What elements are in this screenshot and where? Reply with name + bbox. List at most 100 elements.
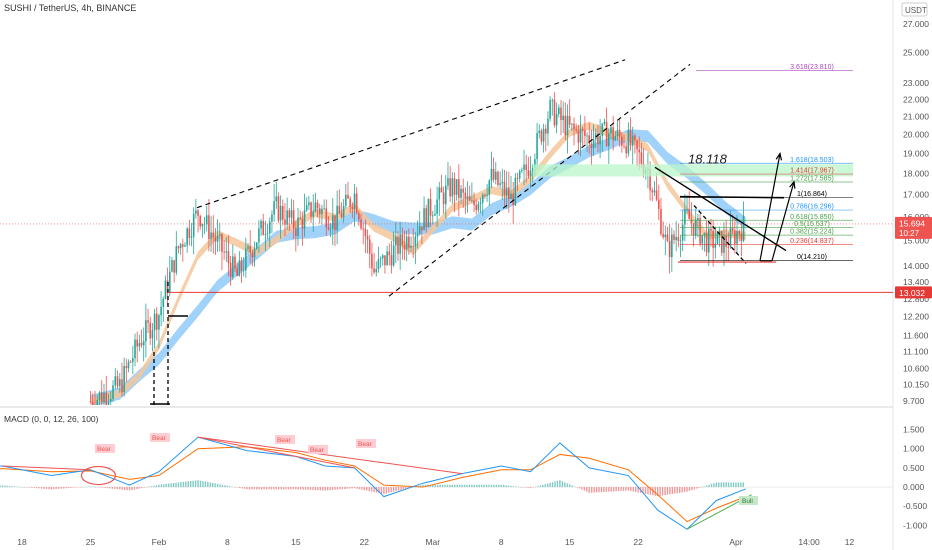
histogram-bar [657,487,659,497]
histogram-bar [77,487,79,488]
candle-body [314,202,317,212]
histogram-bar [128,487,131,491]
candle-body [403,244,406,250]
histogram-bar [593,487,595,493]
histogram-bar [109,487,111,489]
candle-body [499,183,501,185]
candle-body [638,149,641,153]
histogram-bar [666,487,669,495]
histogram-bar [468,484,471,488]
candle-body [214,237,217,242]
candle-body [616,130,619,137]
candle-body [371,253,373,269]
candle-body [299,217,301,219]
time-tick-label: 8 [499,537,504,547]
candle-body [292,210,295,229]
candle-body [481,194,484,203]
candle-body [740,233,743,241]
histogram-bar [214,483,216,488]
candle-body [536,133,538,160]
histogram-bar [600,487,603,493]
histogram-bar [172,483,175,488]
histogram-bar [38,487,40,489]
candle-body [349,198,351,207]
currency-button[interactable]: USDT [901,2,928,17]
histogram-bar [686,487,688,492]
candle-body [714,243,717,248]
candle-body [405,236,408,250]
histogram-bar [114,487,116,489]
candle-body [571,123,573,125]
histogram-bar [395,487,397,492]
time-tick-label: Apr [729,537,742,547]
histogram-bar [300,487,302,490]
currency-button-bg[interactable] [901,2,928,17]
candle-body [699,218,701,244]
macd-tick-label: 0.500 [903,463,925,473]
histogram-bar [231,486,233,488]
candle-body [262,220,265,235]
histogram-bar [478,484,480,488]
candle-body [601,123,604,136]
histogram-bar [9,486,11,488]
candle-body [497,171,499,185]
candle-body [188,228,191,238]
histogram-bar [683,487,686,493]
histogram-bar [727,482,730,488]
candle-body [149,322,152,339]
histogram-bar [72,487,75,488]
candle-body [273,201,275,215]
histogram-bar [268,487,270,490]
histogram-bar [510,485,512,488]
histogram-bar [60,487,62,489]
candle-body [629,130,632,146]
histogram-bar [26,487,28,488]
macd-histogram [0,480,744,497]
histogram-bar [224,485,226,488]
candle-body [197,210,199,216]
candle-body [351,206,354,209]
candle-body [221,234,223,252]
histogram-bar [346,487,348,489]
candle-body [177,246,180,249]
candle-body [345,194,347,206]
histogram-bar [190,481,192,488]
candle-body [199,215,202,227]
candle-body [100,392,103,403]
histogram-bar [219,484,221,488]
candle-body [718,231,721,234]
wedge-upper-line [196,59,626,209]
candle-body [671,234,673,258]
histogram-bar [527,487,529,488]
price-tick-label: 18.000 [903,168,929,178]
candle-body [445,185,447,205]
histogram-bar [356,487,358,489]
histogram-bar [260,487,263,490]
histogram-bar [309,487,312,490]
histogram-bar [718,482,720,488]
histogram-bar [341,487,343,490]
target-value-label: 18.118 [688,151,728,166]
histogram-bar [185,481,187,488]
candle-body [453,178,456,195]
price-tick-label: 17.000 [903,189,929,199]
candle-body [553,99,556,126]
candle-body [353,193,356,209]
histogram-bar [209,482,211,488]
bear-divergence-line [197,436,355,469]
bear-label-bg [356,439,376,448]
histogram-bar [226,485,229,488]
candle-body [216,235,219,242]
histogram-bar [696,487,698,489]
candle-body [471,200,473,202]
histogram-bar [92,486,94,488]
candle-body [712,230,714,248]
candle-body [560,107,562,121]
histogram-bar [730,482,732,488]
histogram-bar [170,483,172,488]
histogram-bar [326,487,329,491]
histogram-bar [647,487,649,495]
